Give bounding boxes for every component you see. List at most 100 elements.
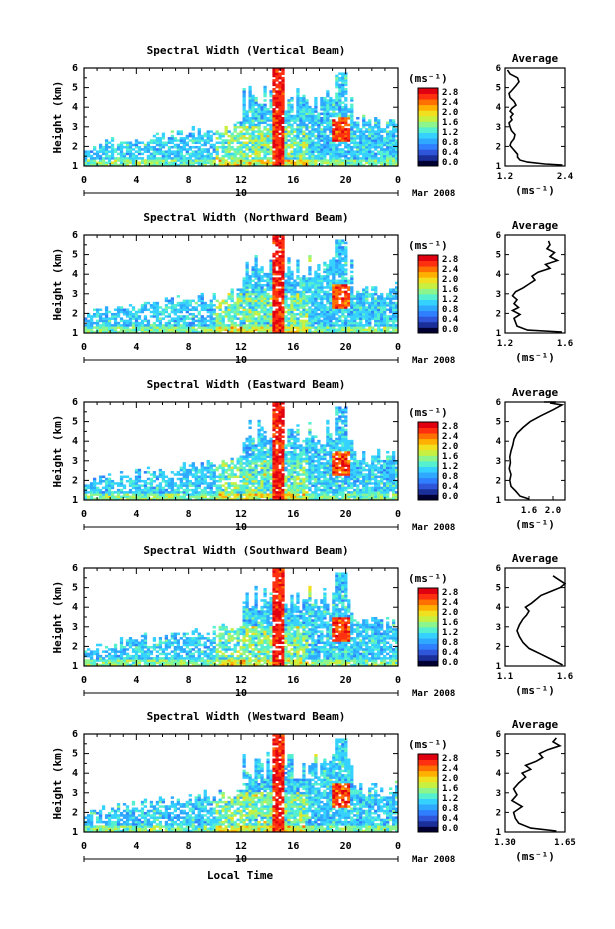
heatmap-cell xyxy=(299,295,303,298)
heatmap-cell xyxy=(191,306,195,309)
y-tick-label: 6 xyxy=(496,231,501,241)
heatmap-cell xyxy=(149,486,154,490)
heatmap-cell xyxy=(260,105,264,109)
heatmap-cell xyxy=(362,330,366,334)
heatmap-cell xyxy=(353,161,357,165)
heatmap-cell xyxy=(242,90,246,93)
heatmap-cell xyxy=(347,279,351,283)
heatmap-cell xyxy=(272,324,276,327)
heatmap-cell xyxy=(311,154,315,158)
heatmap-cell xyxy=(299,101,303,104)
heatmap-cell xyxy=(308,306,312,309)
heatmap-cell xyxy=(314,312,318,316)
heatmap-cell xyxy=(395,297,399,300)
heatmap-cell xyxy=(221,143,225,147)
heatmap-cell xyxy=(191,488,195,492)
heatmap-cell xyxy=(281,319,285,323)
heatmap-cell xyxy=(131,306,136,309)
heatmap-cell xyxy=(377,315,381,318)
heatmap-cell xyxy=(299,304,303,307)
heatmap-cell xyxy=(251,148,255,151)
heatmap-cell xyxy=(284,117,288,120)
heatmap-cell xyxy=(257,491,261,494)
heatmap-cell xyxy=(221,466,225,470)
heatmap-cell xyxy=(170,159,175,162)
heatmap-cell xyxy=(158,484,163,487)
heatmap-cell xyxy=(203,159,207,162)
heatmap-cell xyxy=(203,306,207,309)
heatmap-cell xyxy=(362,143,366,147)
heatmap-cell xyxy=(293,137,297,140)
heatmap-cell xyxy=(266,110,270,113)
heatmap-cell xyxy=(122,326,127,329)
heatmap-cell xyxy=(320,328,324,332)
heatmap-cell xyxy=(392,157,396,160)
heatmap-cell xyxy=(263,119,267,122)
heatmap-cell xyxy=(275,105,279,109)
heatmap-cell xyxy=(338,134,342,138)
heatmap-cell xyxy=(320,103,324,107)
heatmap-cell xyxy=(302,108,306,111)
heatmap-cell xyxy=(242,114,246,118)
heatmap-cell xyxy=(347,301,351,305)
heatmap-cell xyxy=(167,326,172,329)
heatmap-cell xyxy=(134,475,139,479)
colorbar-tick-label: 1.6 xyxy=(442,285,458,295)
heatmap-cell xyxy=(335,259,339,263)
heatmap-cell xyxy=(311,159,315,162)
heatmap-cell xyxy=(251,315,255,318)
heatmap-cell xyxy=(272,453,276,456)
heatmap-cell xyxy=(335,121,339,124)
heatmap-cell xyxy=(263,437,267,441)
heatmap-cell xyxy=(176,304,180,307)
heatmap-cell xyxy=(257,442,261,445)
heatmap-cell xyxy=(338,123,342,127)
heatmap-cell xyxy=(350,125,354,129)
heatmap-cell xyxy=(335,101,339,104)
heatmap-cell xyxy=(308,139,312,142)
heatmap-cell xyxy=(392,154,396,158)
heatmap-cell xyxy=(233,123,237,127)
heatmap-cell xyxy=(344,117,348,120)
heatmap-cells xyxy=(84,235,399,334)
heatmap-cell xyxy=(305,277,309,280)
heatmap-cell xyxy=(215,154,219,158)
heatmap-cell xyxy=(131,321,136,325)
heatmap-cell xyxy=(224,130,228,133)
heatmap-cell xyxy=(254,101,258,104)
heatmap-cell xyxy=(329,328,333,332)
heatmap-cell xyxy=(209,306,213,309)
heatmap-cell xyxy=(146,161,151,165)
heatmap-cell xyxy=(122,310,127,314)
heatmap-cell xyxy=(374,297,378,300)
heatmap-cell xyxy=(155,491,160,494)
heatmap-cell xyxy=(350,139,354,142)
heatmap-cell xyxy=(197,157,201,160)
heatmap-cell xyxy=(365,286,369,289)
heatmap-cell xyxy=(251,330,255,334)
heatmap-cell xyxy=(353,141,357,145)
heatmap-cell xyxy=(230,491,234,494)
heatmap-cell xyxy=(308,105,312,109)
heatmap-cell xyxy=(338,279,342,283)
heatmap-cell xyxy=(158,473,163,476)
heatmap-cell xyxy=(362,130,366,133)
heatmap-cell xyxy=(275,125,279,129)
heatmap-cell xyxy=(200,292,204,296)
heatmap-cell xyxy=(188,134,192,138)
colorbar-tick-label: 2.4 xyxy=(442,98,459,108)
heatmap-cell xyxy=(230,482,234,485)
heatmap-cell xyxy=(212,163,216,167)
heatmap-cell xyxy=(329,263,333,267)
heatmap-cell xyxy=(296,88,300,91)
heatmap-cell xyxy=(365,141,369,145)
y-tick-label: 3 xyxy=(72,289,78,300)
heatmap-cell xyxy=(353,312,357,316)
heatmap-cell xyxy=(245,439,249,443)
heatmap-cell xyxy=(332,103,336,107)
heatmap-cell xyxy=(185,317,189,320)
heatmap-cell xyxy=(194,306,198,309)
heatmap-cell xyxy=(218,306,222,309)
heatmap-cell xyxy=(284,121,288,124)
heatmap-cell xyxy=(146,486,151,490)
